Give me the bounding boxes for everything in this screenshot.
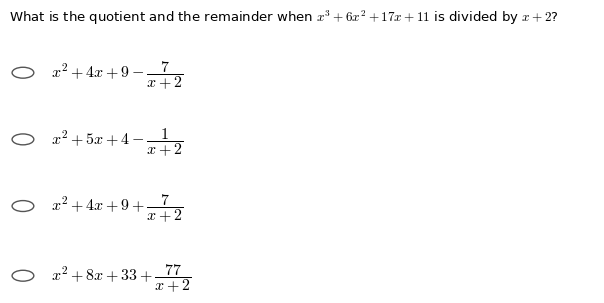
Text: $x^2 + 8x + 33 + \dfrac{77}{x+2}$: $x^2 + 8x + 33 + \dfrac{77}{x+2}$ — [51, 262, 192, 295]
Text: $x^2 + 5x + 4 - \dfrac{1}{x+2}$: $x^2 + 5x + 4 - \dfrac{1}{x+2}$ — [51, 126, 184, 159]
Text: What is the quotient and the remainder when $x^3 + 6x^2 + 17x + 11$ is divided b: What is the quotient and the remainder w… — [9, 9, 559, 28]
Text: $x^2 + 4x + 9 - \dfrac{7}{x+2}$: $x^2 + 4x + 9 - \dfrac{7}{x+2}$ — [51, 59, 184, 92]
Text: $x^2 + 4x + 9 + \dfrac{7}{x+2}$: $x^2 + 4x + 9 + \dfrac{7}{x+2}$ — [51, 193, 184, 225]
